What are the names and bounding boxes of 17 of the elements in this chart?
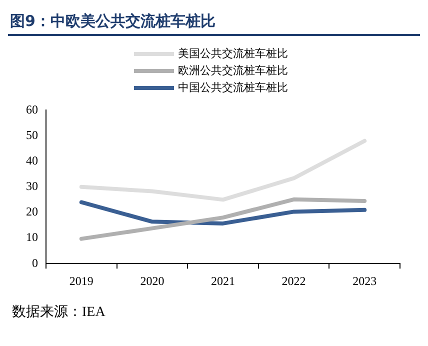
legend-label: 美国公共交流桩车桩比 [178,46,288,61]
y-tick-label: 0 [32,256,38,270]
x-tick-label: 2019 [69,274,94,288]
y-tick-label: 10 [26,230,38,244]
y-tick-label: 50 [26,128,38,142]
chart-title: 图9：中欧美公共交流桩车桩比 [8,8,420,36]
y-tick-label: 40 [26,153,38,168]
legend-label: 欧洲公共交流桩车桩比 [178,64,288,78]
y-tick-label: 20 [26,204,38,219]
source-note: 数据来源：IEA [11,304,106,321]
x-tick-label: 2022 [282,274,306,288]
x-tick-label: 2023 [352,274,377,288]
x-tick-label: 2021 [211,274,235,288]
y-tick-label: 60 [26,102,38,116]
y-tick-label: 30 [26,179,38,194]
legend-label: 中国公共交流桩车桩比 [178,80,288,95]
x-tick-label: 2020 [140,274,164,288]
